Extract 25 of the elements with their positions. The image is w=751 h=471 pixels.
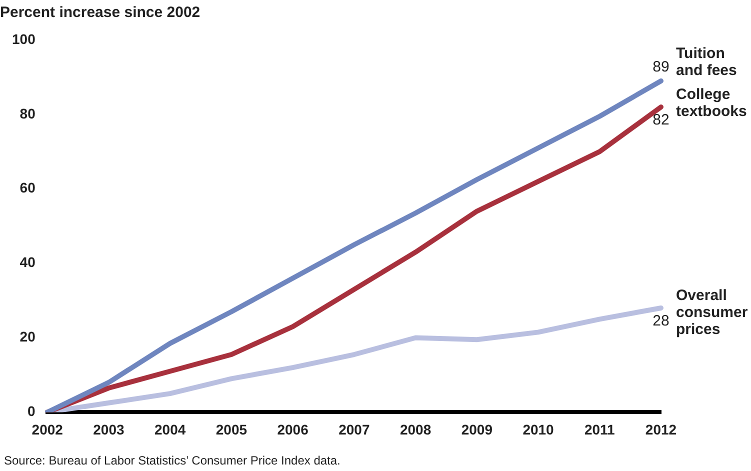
x-tick-label: 2008 xyxy=(400,421,432,438)
data-label: 82 xyxy=(652,112,670,129)
y-tick-label: 20 xyxy=(20,328,36,345)
series-label: College textbooks xyxy=(676,86,747,120)
series-label: Tuition and fees xyxy=(676,45,737,80)
x-tick-label: 2006 xyxy=(277,421,309,438)
x-tick-label: 2011 xyxy=(584,421,616,438)
x-tick-label: 2004 xyxy=(154,421,186,438)
x-tick-label: 2009 xyxy=(461,421,493,438)
y-tick-label: 60 xyxy=(20,180,36,196)
data-label: 89 xyxy=(652,58,670,76)
x-tick-label: 2007 xyxy=(338,421,370,438)
y-tick-label: 40 xyxy=(20,254,36,270)
y-tick-label: 0 xyxy=(28,403,36,420)
series-label: Overall consumer prices xyxy=(676,287,748,338)
x-tick-label: 2005 xyxy=(216,421,248,438)
source-note: Source: Bureau of Labor Statistics’ Consumer Price Index data. xyxy=(4,453,340,468)
x-tick-label: 2002 xyxy=(32,421,64,438)
x-tick-label: 2003 xyxy=(93,421,125,438)
chart-title: Percent increase since 2002 xyxy=(0,4,200,22)
x-tick-label: 2010 xyxy=(522,421,554,438)
y-tick-label: 100 xyxy=(12,30,36,47)
data-label: 28 xyxy=(652,312,670,330)
y-tick-label: 80 xyxy=(20,105,36,122)
x-tick-label: 2012 xyxy=(645,421,677,438)
